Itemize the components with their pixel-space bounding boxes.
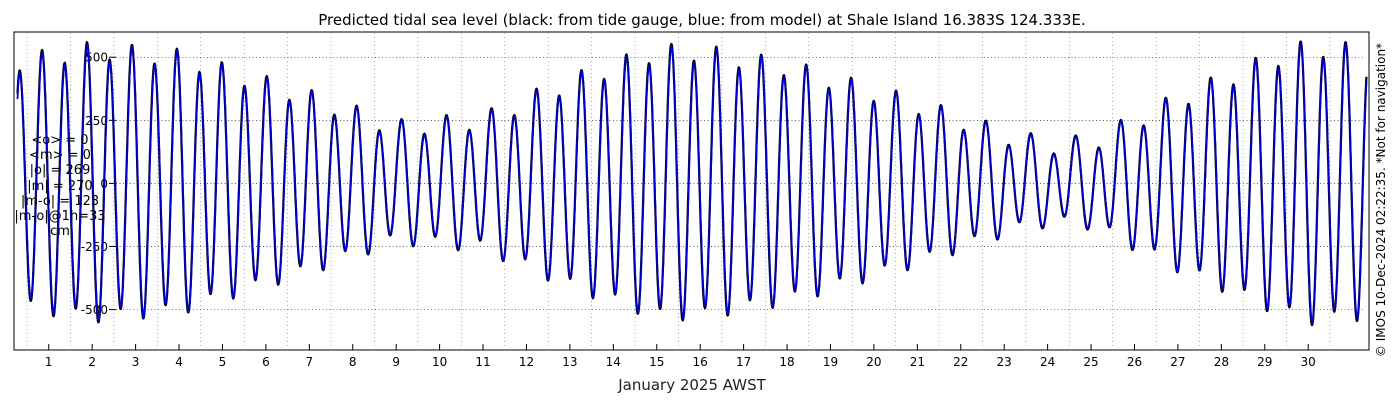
chart-title: Predicted tidal sea level (black: from t… bbox=[318, 11, 1085, 29]
x-tick-label: 13 bbox=[562, 355, 577, 369]
y-tick-label: -500 bbox=[81, 303, 108, 317]
x-tick-label: 5 bbox=[219, 355, 227, 369]
x-tick-label: 6 bbox=[262, 355, 270, 369]
statistic-line: |o| = 269 bbox=[29, 163, 91, 179]
x-tick-label: 1 bbox=[45, 355, 53, 369]
x-tick-label: 29 bbox=[1257, 355, 1272, 369]
x-tick-label: 21 bbox=[910, 355, 925, 369]
statistic-line: cm bbox=[50, 224, 70, 240]
series-lines bbox=[16, 40, 1368, 327]
x-tick-label: 26 bbox=[1127, 355, 1142, 369]
x-tick-label: 25 bbox=[1083, 355, 1098, 369]
statistic-line: <m> = 0 bbox=[29, 148, 91, 164]
y-tick-label: 250 bbox=[85, 114, 108, 128]
statistic-line: |m-o|@1h=33 bbox=[14, 209, 106, 225]
copyright-note: © IMOS 10-Dec-2024 02:22:35. *Not for na… bbox=[1374, 42, 1388, 358]
statistic-line: <o> = 0 bbox=[31, 133, 89, 148]
x-axis-label: January 2025 AWST bbox=[617, 376, 766, 394]
x-tick-label: 23 bbox=[997, 355, 1012, 369]
x-tick-label: 8 bbox=[349, 355, 357, 369]
statistics-panel: <o> = 0 <m> = 0 |o| = 269 |m| = 270 |m-o| = … bbox=[10, 133, 110, 239]
x-tick-label: 4 bbox=[175, 355, 183, 369]
x-tick-label: 9 bbox=[392, 355, 400, 369]
x-tick-label: 27 bbox=[1170, 355, 1185, 369]
x-tick-label: 7 bbox=[306, 355, 314, 369]
x-tick-label: 18 bbox=[779, 355, 794, 369]
y-tick-label: 500 bbox=[85, 51, 108, 65]
x-tick-label: 3 bbox=[132, 355, 140, 369]
x-tick-label: 22 bbox=[953, 355, 968, 369]
x-tick-label: 19 bbox=[823, 355, 838, 369]
x-tick-label: 20 bbox=[866, 355, 881, 369]
statistic-line: |m| = 270 bbox=[27, 178, 93, 194]
tide-series-line bbox=[16, 43, 1368, 324]
x-tick-label: 16 bbox=[693, 355, 708, 369]
x-tick-label: 15 bbox=[649, 355, 664, 369]
x-axis-ticks: 1 2 3 4 5 6 7 8 9 10 11 12 13 14 15 16 17 18 19 20 21 22 23 24 2… bbox=[45, 355, 1316, 369]
x-tick-label: 14 bbox=[606, 355, 621, 369]
x-tick-label: 30 bbox=[1301, 355, 1316, 369]
statistic-line: |m-o| = 123 bbox=[20, 193, 100, 209]
x-tick-label: 10 bbox=[432, 355, 447, 369]
x-tick-label: 24 bbox=[1040, 355, 1055, 369]
x-tick-label: 28 bbox=[1214, 355, 1229, 369]
plot-frame bbox=[13, 31, 1370, 351]
x-tick-label: 12 bbox=[519, 355, 534, 369]
x-tick-label: 11 bbox=[475, 355, 490, 369]
x-tick-label: 2 bbox=[88, 355, 96, 369]
x-tick-label: 17 bbox=[736, 355, 751, 369]
